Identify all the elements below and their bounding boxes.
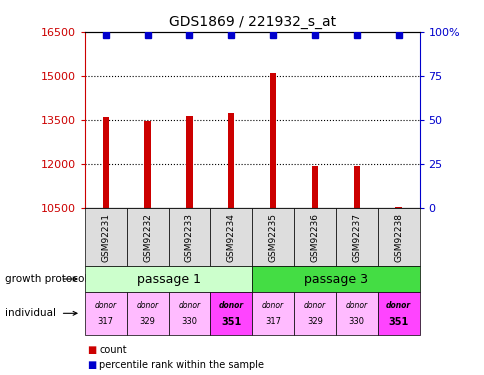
Text: donor: donor [94, 301, 117, 309]
Text: count: count [99, 345, 127, 355]
Text: donor: donor [218, 301, 243, 309]
Text: GSM92233: GSM92233 [184, 213, 194, 262]
Text: GSM92231: GSM92231 [101, 213, 110, 262]
Text: passage 1: passage 1 [136, 273, 200, 285]
Bar [270, 73, 276, 208]
Bar [353, 165, 359, 208]
Text: GSM92235: GSM92235 [268, 213, 277, 262]
Text: 329: 329 [306, 317, 322, 326]
Bar [227, 112, 234, 208]
Text: GSM92236: GSM92236 [310, 213, 319, 262]
Text: passage 3: passage 3 [303, 273, 367, 285]
Bar [394, 207, 401, 208]
Text: GSM92237: GSM92237 [351, 213, 361, 262]
Text: donor: donor [136, 301, 158, 309]
Text: GSM92232: GSM92232 [143, 213, 152, 262]
Bar [186, 116, 192, 208]
Bar [103, 117, 109, 208]
Text: ■: ■ [87, 345, 96, 355]
Text: donor: donor [385, 301, 410, 309]
Text: percentile rank within the sample: percentile rank within the sample [99, 360, 264, 370]
Text: donor: donor [178, 301, 200, 309]
Text: 330: 330 [181, 317, 197, 326]
Text: 317: 317 [265, 317, 281, 326]
Bar [144, 122, 151, 208]
Text: 317: 317 [98, 317, 114, 326]
Text: 351: 351 [388, 316, 408, 327]
Text: growth protocol: growth protocol [5, 274, 87, 284]
Title: GDS1869 / 221932_s_at: GDS1869 / 221932_s_at [168, 15, 335, 30]
Text: ■: ■ [87, 360, 96, 370]
Text: 330: 330 [348, 317, 364, 326]
Text: individual: individual [5, 308, 56, 318]
Text: 329: 329 [139, 317, 155, 326]
Text: GSM92234: GSM92234 [227, 213, 235, 262]
Bar [311, 165, 318, 208]
Text: donor: donor [345, 301, 367, 309]
Text: 351: 351 [221, 316, 241, 327]
Text: GSM92238: GSM92238 [393, 213, 402, 262]
Text: donor: donor [303, 301, 325, 309]
Text: donor: donor [261, 301, 284, 309]
